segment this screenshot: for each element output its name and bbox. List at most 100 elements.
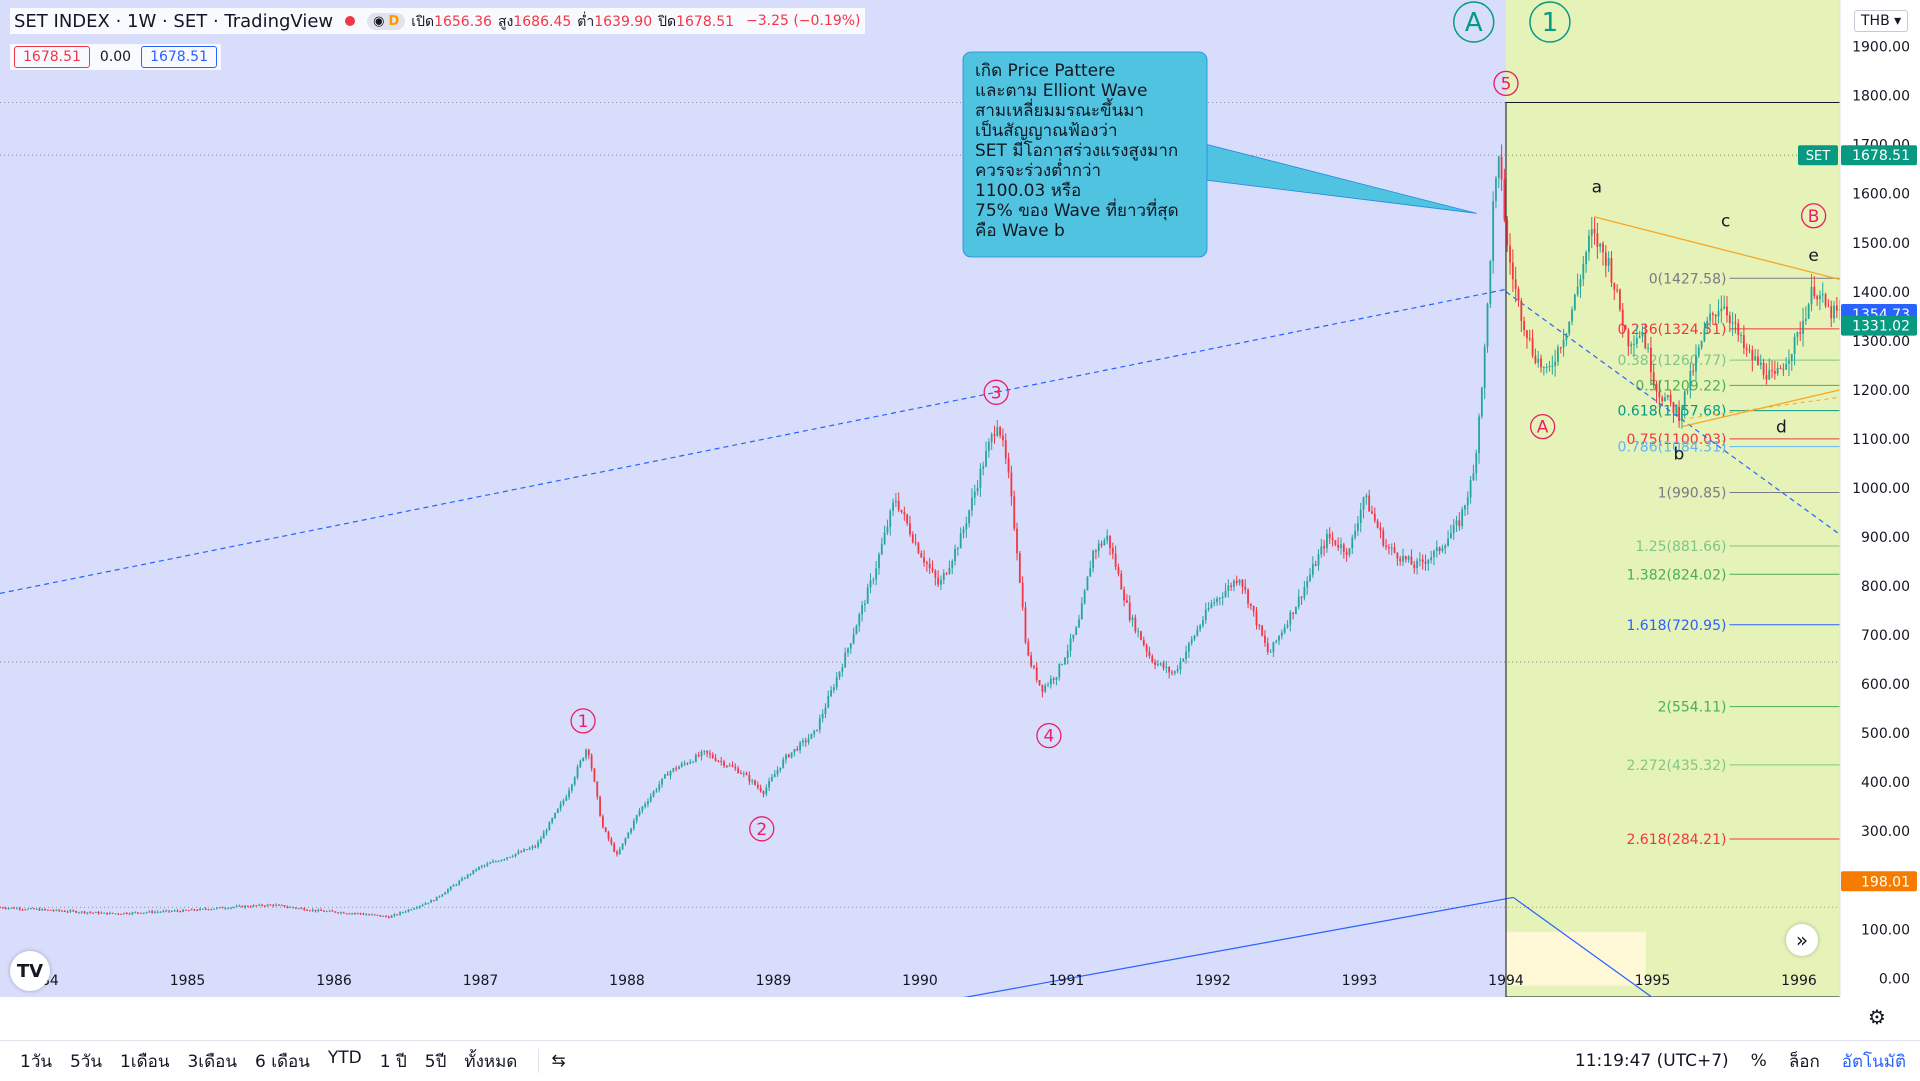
long-support-line[interactable] (935, 896, 1514, 997)
candle-body (1506, 219, 1509, 246)
candle-body (1264, 635, 1266, 643)
candle-body (920, 553, 923, 558)
candle-body (672, 768, 675, 772)
candle-body (1534, 355, 1537, 363)
candle-body (1120, 573, 1123, 590)
candle-body (480, 865, 483, 867)
candle-body (339, 912, 342, 914)
candle-body (497, 861, 500, 863)
dashed-downtrend[interactable] (1505, 291, 1841, 536)
delay-letter: D (388, 13, 400, 29)
candle-body (63, 910, 66, 912)
price-tag-value: 1331.02 (1852, 319, 1910, 335)
currency-selector[interactable]: THB ▾ (1854, 10, 1909, 32)
candle-body (649, 796, 652, 802)
candle-body (1709, 313, 1711, 321)
candle-body (568, 790, 570, 798)
candle-body (1089, 568, 1092, 577)
candle-body (765, 787, 768, 795)
data-delay-badge[interactable]: ◉ D (367, 12, 406, 30)
candle-body (1123, 589, 1125, 601)
support-break-line[interactable] (1512, 896, 1659, 997)
candle-body (520, 851, 523, 853)
degree-label-circle (1453, 1, 1495, 43)
candle-body (1495, 178, 1497, 202)
price-tick-label: 300.00 (1861, 824, 1910, 840)
candle-body (1140, 631, 1142, 640)
candle-body (1824, 294, 1827, 306)
scroll-to-realtime-icon[interactable]: » (1786, 924, 1818, 956)
chart-area[interactable]: 0(1427.58) 0.236(1324.51) 0.382(1260.77) 0.… (0, 0, 1920, 1029)
candle-body (771, 777, 773, 781)
candle-body (1159, 663, 1162, 665)
candle-body (531, 846, 534, 849)
time-tick-label: 1996 (1781, 973, 1817, 989)
goto-date-icon[interactable]: ⇆ (551, 1051, 566, 1071)
price-chart[interactable]: 0(1427.58)0.236(1324.51)0.382(1260.77)0.… (0, 0, 1920, 997)
candle-body (1596, 233, 1599, 247)
percent-scale-toggle[interactable]: % (1750, 1051, 1767, 1071)
candle-body (1424, 561, 1427, 564)
wave-label-5: 5 (1501, 74, 1512, 94)
buy-price-button[interactable]: 1678.51 (141, 46, 217, 68)
range-button[interactable]: YTD (327, 1047, 362, 1068)
candle-body (618, 849, 621, 855)
degree-label-A: A (1465, 8, 1483, 38)
callout-line: และตาม Elliont Wave (975, 81, 1148, 101)
candle-body (1672, 402, 1675, 413)
correction-zone-background (1505, 0, 1840, 997)
range-button[interactable]: 1วัน (20, 1051, 52, 1072)
triangle-dashed-line[interactable] (1681, 396, 1841, 420)
dashed-trendline[interactable] (0, 288, 1507, 594)
candle-body (1449, 533, 1452, 539)
callout-box[interactable] (962, 51, 1208, 258)
candle-body (1069, 638, 1072, 651)
candle-body (382, 915, 385, 917)
gear-icon[interactable]: ⚙ (1868, 1005, 1886, 1029)
candle-body (1227, 585, 1230, 591)
candle-body (311, 909, 314, 911)
candle-body (1362, 497, 1365, 510)
triangle-upper-line[interactable] (1593, 216, 1841, 281)
range-button[interactable]: 3เดือน (187, 1051, 237, 1072)
candle-body (1768, 370, 1771, 380)
candle-body (1016, 528, 1018, 554)
candle-body (779, 767, 782, 771)
candle-body (255, 905, 258, 907)
candle-body (1266, 642, 1269, 653)
time-tick-label: 1985 (170, 973, 206, 989)
candle-body (1286, 624, 1289, 628)
clock-readout[interactable]: 11:19:47 (UTC+7) (1574, 1051, 1729, 1071)
sell-price-button[interactable]: 1678.51 (14, 46, 90, 68)
tradingview-logo-icon[interactable]: TV (10, 951, 50, 991)
triangle-lower-line[interactable] (1681, 389, 1841, 428)
range-button[interactable]: 6 เดือน (254, 1051, 310, 1072)
candle-body (320, 909, 323, 911)
candle-body (1407, 556, 1410, 560)
ohlc-key: เปิด (411, 13, 435, 30)
candle-body (216, 907, 218, 909)
log-scale-toggle[interactable]: ล็อก (1788, 1051, 1820, 1072)
range-button[interactable]: 1 ปี (379, 1051, 407, 1072)
candle-body (844, 652, 847, 668)
range-button[interactable]: 1เดือน (119, 1051, 170, 1072)
bottom-toolbar: 1วัน 5วัน 1เดือน 3เดือน 6 เดือน YTD 1 ปี 5ปี ทั้… (0, 1040, 1920, 1081)
range-button[interactable]: 5วัน (69, 1051, 102, 1072)
candle-body (776, 770, 779, 775)
candle-body (573, 777, 576, 785)
range-button[interactable]: ทั้งหมด (464, 1051, 518, 1072)
auto-scale-toggle[interactable]: อัตโนมัติ (1841, 1051, 1906, 1072)
trend-lines[interactable] (0, 102, 1841, 997)
candle-body (711, 754, 714, 758)
candle-body (1255, 611, 1258, 626)
range-button[interactable]: 5ปี (424, 1051, 447, 1072)
candle-body (889, 510, 892, 527)
candle-body (1728, 315, 1731, 323)
candle-body (737, 768, 740, 774)
candle-body (4, 908, 7, 910)
candle-body (300, 908, 303, 910)
candle-body (1334, 540, 1337, 545)
symbol-title[interactable]: SET INDEX · 1W · SET · TradingView (14, 10, 334, 32)
price-tick-label: 1600.00 (1852, 187, 1910, 203)
